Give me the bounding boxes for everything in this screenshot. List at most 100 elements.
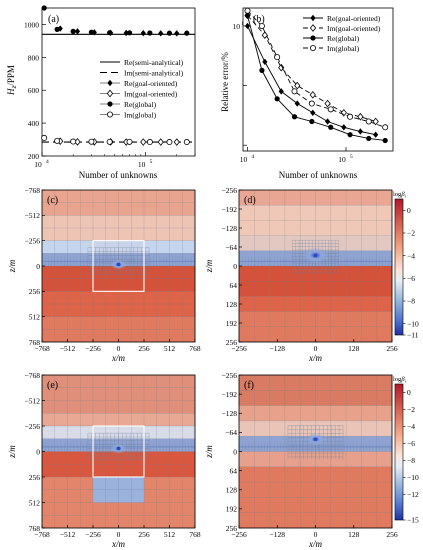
mesh-cell (330, 466, 347, 483)
data-point (278, 63, 285, 72)
mesh-cell (269, 375, 286, 391)
mesh-cell (182, 375, 196, 389)
mesh-cell (131, 304, 145, 317)
data-point (158, 30, 164, 37)
data-point (259, 67, 265, 73)
mesh-cell (376, 420, 393, 437)
mesh-cell (346, 205, 362, 221)
map-label: (f) (244, 380, 254, 391)
y-tick-label: 0 (233, 447, 237, 456)
mesh-cell (80, 304, 94, 317)
mesh-cell (376, 512, 393, 529)
mesh-cell (42, 202, 56, 216)
mesh-cell (239, 281, 255, 297)
mesh-cell (42, 400, 56, 414)
mesh-cell (254, 266, 270, 282)
mesh-cell (269, 451, 286, 468)
mesh-cell (284, 466, 301, 483)
mesh-cell (54, 329, 68, 343)
mesh-cell (80, 489, 94, 503)
mesh-cell (105, 451, 119, 465)
panel-a: (a) 1000 800 600 400 200 10 4 10 5 Hz/PPM Numbe… (6, 5, 196, 180)
mesh-cell (93, 228, 107, 241)
mesh-cell (269, 296, 286, 312)
mesh-cell (80, 215, 94, 229)
mesh-cell (93, 426, 107, 440)
mesh-cell (346, 420, 362, 437)
x-tick-label: −768 (34, 530, 50, 539)
data-point (88, 29, 95, 35)
mesh-cell (54, 400, 68, 414)
mesh-cell (80, 190, 94, 203)
mesh-cell (361, 466, 377, 483)
mesh-cell (80, 202, 94, 216)
mesh-cell (93, 400, 107, 414)
mesh-cell (269, 512, 286, 529)
mesh-cell (284, 326, 301, 343)
colorbar-title: logβi (393, 191, 407, 199)
data-point (382, 137, 388, 144)
x-tick-exponent: 4 (46, 159, 49, 165)
mesh-cell (131, 515, 145, 529)
mesh-cell (346, 250, 362, 267)
mesh-cell (42, 426, 56, 440)
mesh-cell (67, 515, 81, 529)
mesh-cell (269, 482, 286, 498)
panel-b-series (244, 7, 389, 144)
data-point (262, 58, 268, 66)
mesh-cell (284, 311, 301, 328)
mesh-cell (254, 405, 270, 422)
data-point (294, 81, 301, 90)
mesh-cell (284, 266, 301, 282)
mesh-cell (67, 329, 81, 343)
map-label: (d) (244, 195, 256, 206)
mesh-cell (144, 375, 158, 389)
mesh-cell (182, 215, 196, 229)
map-label: (e) (47, 380, 58, 391)
mesh-cell (315, 311, 332, 328)
mesh-cell (330, 390, 347, 406)
y-tick-label: 768 (29, 524, 41, 533)
y-tick-label: 256 (226, 338, 238, 347)
mesh-cell (156, 240, 170, 254)
mesh-cell (284, 390, 301, 406)
mesh-cell (156, 464, 170, 478)
mesh-cell (346, 466, 362, 483)
mesh-cell (156, 228, 170, 241)
mesh-cell (361, 250, 377, 267)
mesh-cell (118, 477, 132, 491)
y-tick-label: −192 (222, 390, 238, 399)
mesh-cell (156, 451, 170, 465)
mesh-cell (284, 220, 301, 236)
mesh-cell (144, 413, 158, 427)
mesh-cell (315, 266, 332, 282)
mesh-cell (254, 420, 270, 437)
y-tick-label: −64 (225, 428, 237, 437)
mesh-cell (330, 190, 347, 206)
mesh-cell (105, 215, 119, 229)
colorbar-tick-label: −4 (407, 251, 415, 260)
data-point (184, 30, 190, 36)
legend-marker (107, 101, 113, 107)
mesh-cell (80, 426, 94, 440)
mesh-cell (182, 278, 196, 292)
data-point (54, 26, 60, 32)
data-point (294, 100, 300, 107)
mesh-cell (269, 235, 286, 252)
mesh-cell (42, 316, 56, 330)
mesh-cell (118, 489, 132, 503)
mesh-cell (42, 329, 56, 343)
mesh-cell (105, 190, 119, 203)
mesh-cell (315, 482, 332, 498)
data-point (347, 132, 353, 138)
colorbar-gradient (394, 383, 404, 521)
mesh-cell (42, 477, 56, 491)
mesh-cell (361, 497, 377, 513)
mesh-cell (93, 477, 107, 491)
mesh-cell (131, 426, 145, 440)
mesh-cell (118, 502, 132, 516)
mesh-cell (169, 190, 183, 203)
panel-a-ylabel: Hz/PPM (6, 65, 18, 96)
mesh-cell (93, 464, 107, 478)
mesh-cell (269, 390, 286, 406)
